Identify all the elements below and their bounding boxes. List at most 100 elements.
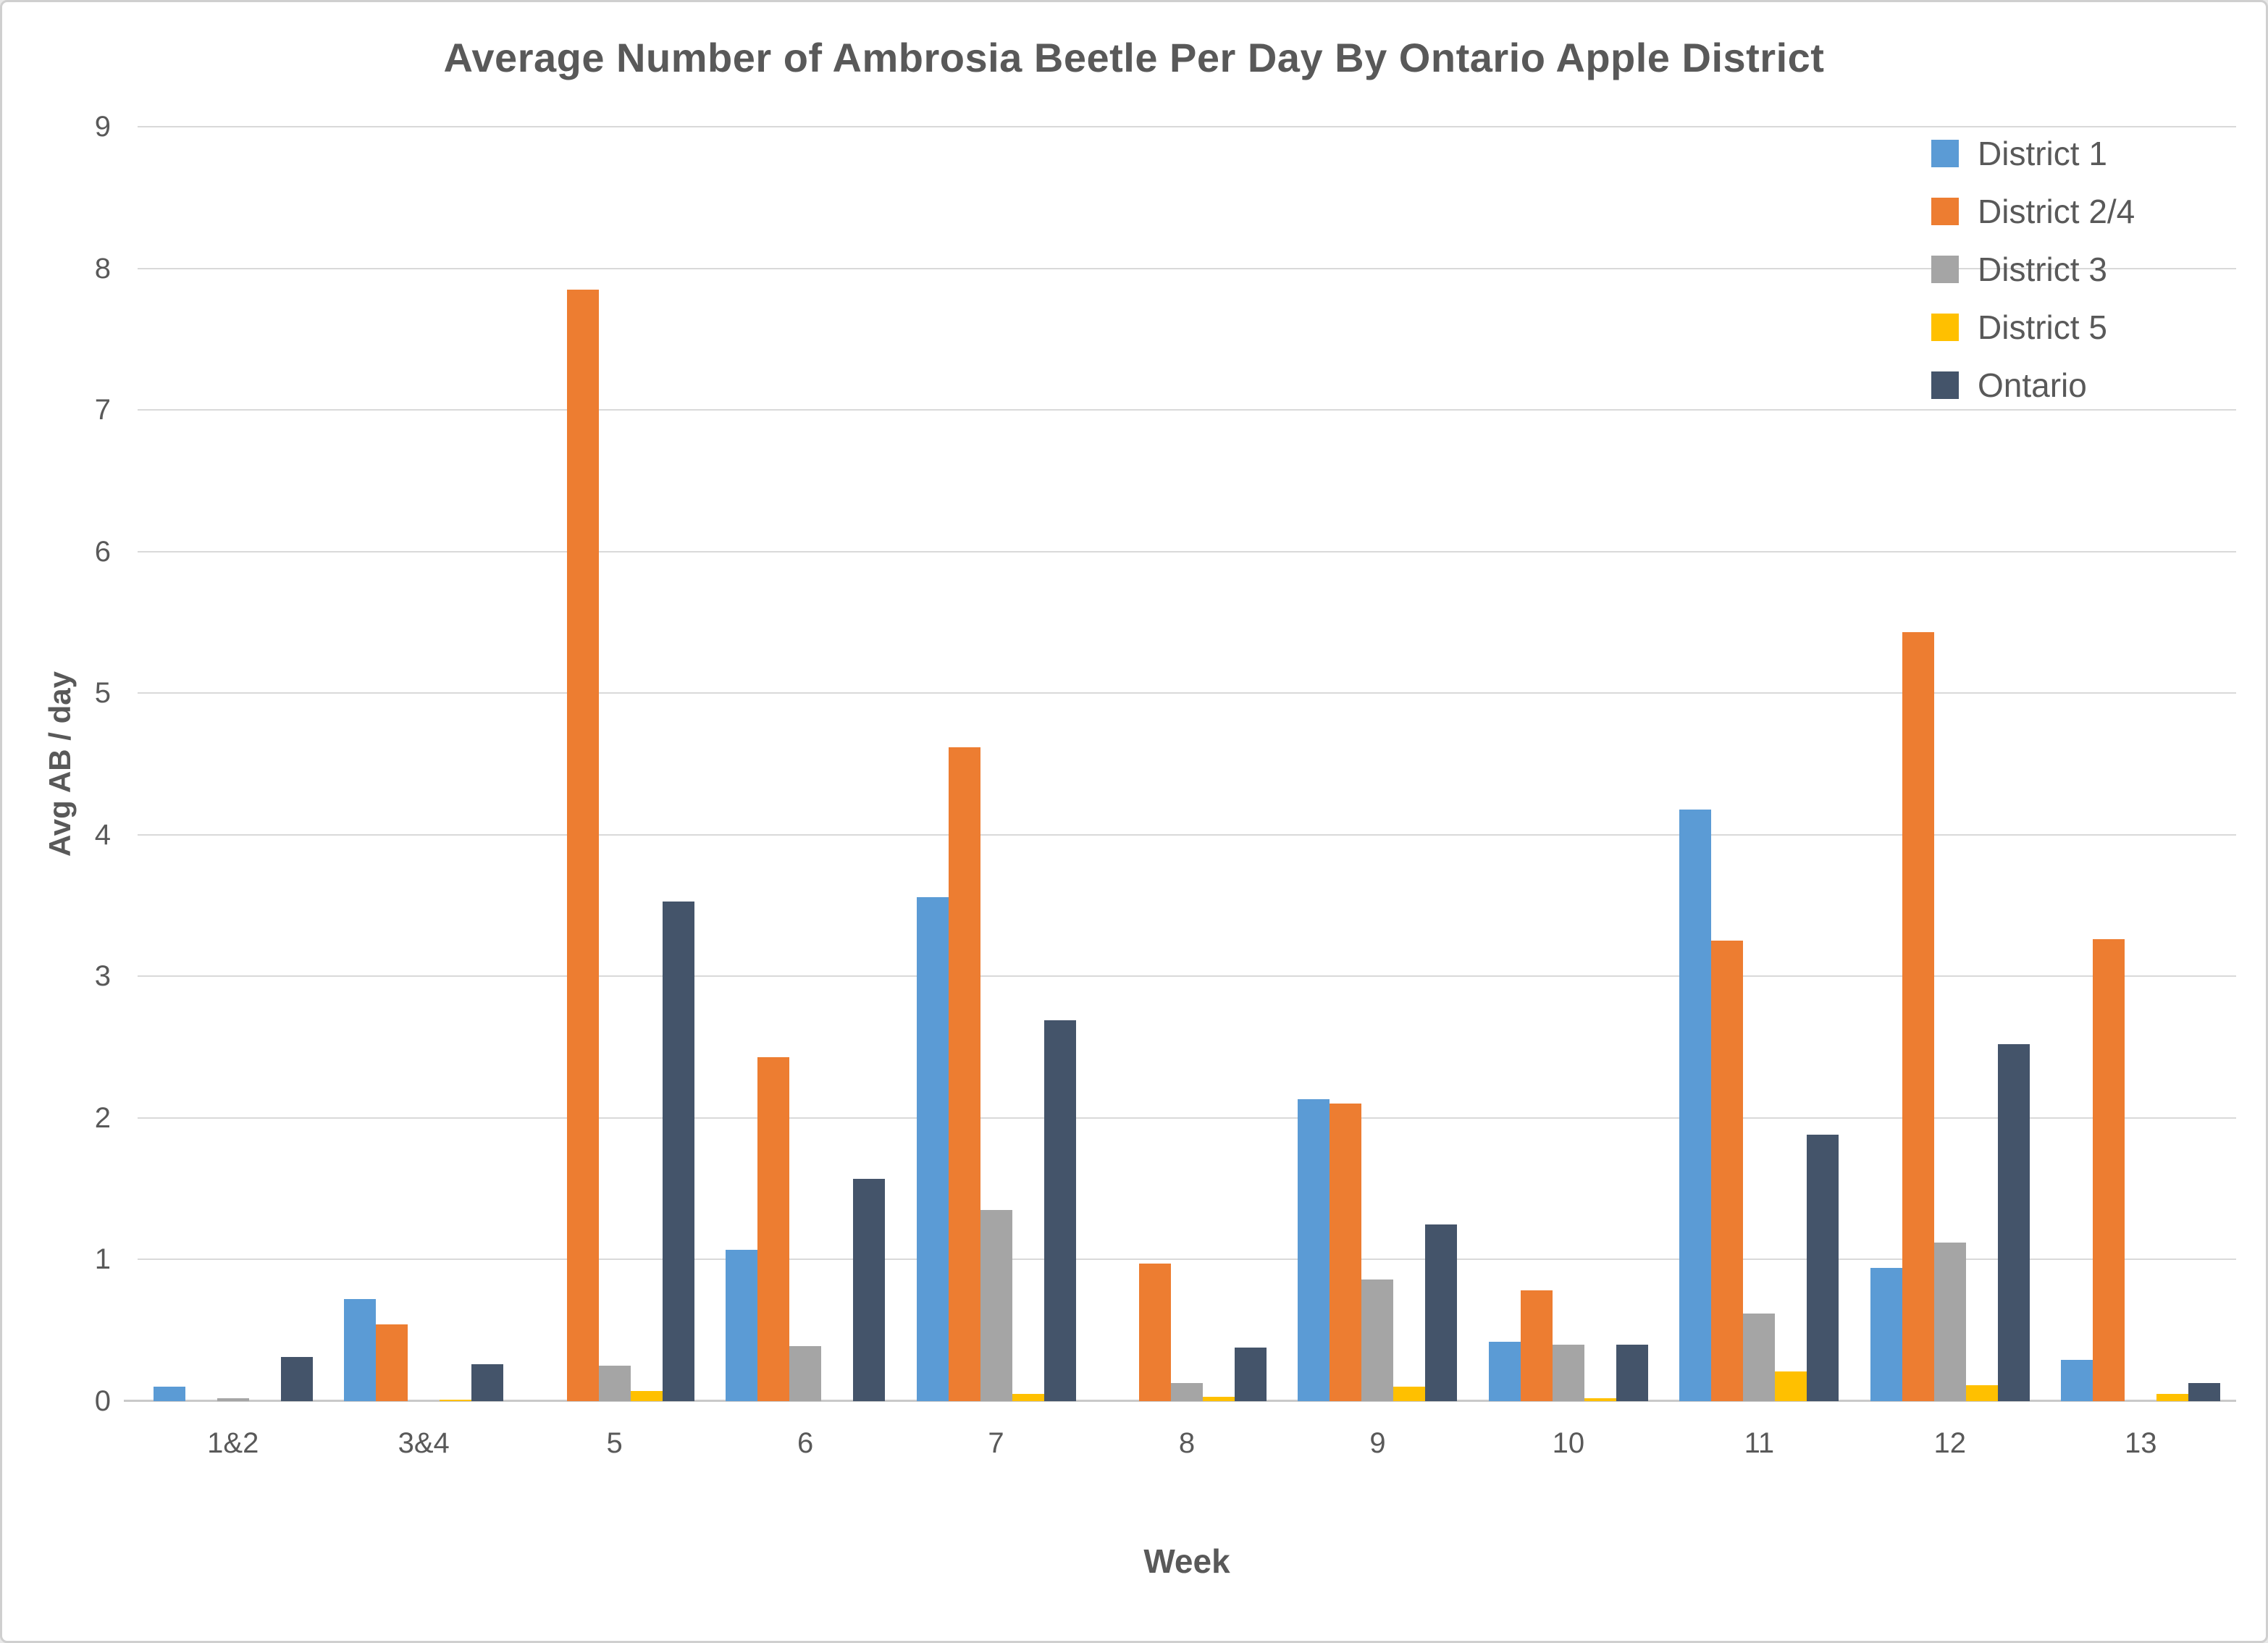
legend-item-district-1: District 1 <box>1931 135 2135 172</box>
bar-ontario-week-6 <box>853 1179 886 1401</box>
legend-swatch-district-2-4 <box>1931 198 1959 225</box>
gridline-8 <box>138 267 2236 269</box>
legend-item-ontario: Ontario <box>1931 366 2135 404</box>
x-tick-label-10: 10 <box>1552 1427 1585 1459</box>
bar-ontario-week-12 <box>1997 1044 2030 1401</box>
bar-district-2-4-week-9 <box>1330 1104 1362 1401</box>
y-tick-label-3: 3 <box>94 960 111 993</box>
x-tick-label-7: 7 <box>988 1427 1004 1459</box>
bar-group-week-8 <box>1091 127 1282 1401</box>
bar-district-1-week-1and2 <box>153 1387 185 1401</box>
y-tick-label-0: 0 <box>94 1385 111 1417</box>
bar-district-5-week-5 <box>630 1391 663 1401</box>
bar-district-2-4-week-13 <box>2093 939 2125 1401</box>
bar-district-1-week-7 <box>916 897 949 1401</box>
bar-group-week-3and4 <box>328 127 518 1401</box>
x-tick-label-6: 6 <box>797 1427 814 1459</box>
x-axis-title: Week <box>1143 1542 1230 1580</box>
gridline-1 <box>138 1258 2236 1261</box>
bar-district-2-4-week-12 <box>1902 632 1934 1401</box>
gridline-5 <box>138 692 2236 694</box>
bar-ontario-week-11 <box>1807 1135 1839 1401</box>
legend-item-district-5: District 5 <box>1931 308 2135 346</box>
bar-group-week-7 <box>901 127 1091 1401</box>
bar-district-3-week-8 <box>1170 1383 1203 1401</box>
y-tick-label-2: 2 <box>94 1101 111 1134</box>
chart-title: Average Number of Ambrosia Beetle Per Da… <box>443 35 1825 80</box>
bar-district-1-week-12 <box>1870 1268 1902 1401</box>
bar-district-2-4-week-7 <box>948 747 980 1401</box>
x-tick-label-5: 5 <box>606 1427 623 1459</box>
legend-swatch-district-5 <box>1931 314 1959 341</box>
y-tick-label-1: 1 <box>94 1243 111 1276</box>
plot-area <box>124 126 2236 1402</box>
gridline-3 <box>138 975 2236 978</box>
bar-district-5-week-12 <box>1965 1385 1998 1401</box>
bar-district-1-week-9 <box>1298 1099 1330 1401</box>
gridline-7 <box>138 409 2236 411</box>
bar-ontario-week-1and2 <box>280 1357 313 1401</box>
legend-label-district-3: District 3 <box>1978 251 2107 288</box>
bar-district-3-week-12 <box>1933 1243 1966 1401</box>
legend-item-district-2-4: District 2/4 <box>1931 193 2135 230</box>
bar-group-week-13 <box>2046 127 2236 1401</box>
bar-district-2-4-week-6 <box>757 1057 790 1401</box>
bar-group-week-12 <box>1855 127 2045 1401</box>
bar-district-3-week-10 <box>1552 1345 1584 1401</box>
bar-ontario-week-5 <box>662 902 694 1401</box>
y-tick-label-6: 6 <box>94 535 111 568</box>
bar-group-week-11 <box>1664 127 1855 1401</box>
legend-label-district-1: District 1 <box>1978 135 2107 172</box>
bar-district-2-4-week-8 <box>1138 1264 1171 1401</box>
bar-district-1-week-6 <box>726 1250 758 1401</box>
bar-district-3-week-7 <box>980 1210 1012 1401</box>
bar-group-week-10 <box>1473 127 1663 1401</box>
gridline-4 <box>138 833 2236 836</box>
bar-district-2-4-week-5 <box>566 290 599 1401</box>
x-tick-label-12: 12 <box>1933 1427 1967 1459</box>
bar-district-3-week-9 <box>1361 1279 1394 1401</box>
bar-group-week-6 <box>710 127 900 1401</box>
bar-district-1-week-11 <box>1679 810 1712 1401</box>
x-tick-label-1and2: 1&2 <box>207 1427 259 1459</box>
bar-district-1-week-10 <box>1488 1342 1521 1401</box>
bar-district-2-4-week-10 <box>1520 1290 1553 1401</box>
bar-district-1-week-13 <box>2061 1360 2093 1401</box>
x-tick-label-9: 9 <box>1369 1427 1386 1459</box>
bar-ontario-week-7 <box>1043 1020 1076 1401</box>
x-tick-label-8: 8 <box>1178 1427 1196 1459</box>
legend-label-district-5: District 5 <box>1978 308 2107 346</box>
legend-label-district-2-4: District 2/4 <box>1978 193 2135 230</box>
gridline-6 <box>138 550 2236 552</box>
bar-ontario-week-8 <box>1234 1348 1267 1401</box>
y-tick-label-4: 4 <box>94 818 111 851</box>
bar-group-week-9 <box>1282 127 1473 1401</box>
bar-district-5-week-3and4 <box>440 1400 472 1401</box>
bar-group-week-5 <box>519 127 710 1401</box>
bar-district-3-week-5 <box>598 1366 631 1401</box>
x-tick-label-13: 13 <box>2125 1427 2157 1459</box>
bar-district-3-week-11 <box>1743 1314 1776 1401</box>
legend-swatch-district-3 <box>1931 256 1959 283</box>
bar-district-3-week-6 <box>789 1346 822 1401</box>
bar-group-week-1and2 <box>138 127 328 1401</box>
bar-ontario-week-10 <box>1616 1345 1648 1401</box>
bar-district-1-week-3and4 <box>344 1299 377 1401</box>
bar-district-5-week-9 <box>1393 1387 1426 1401</box>
bar-district-2-4-week-3and4 <box>376 1324 408 1401</box>
bar-district-5-week-10 <box>1584 1398 1616 1401</box>
y-tick-label-9: 9 <box>94 111 111 143</box>
bar-district-5-week-13 <box>2156 1394 2189 1401</box>
bar-ontario-week-13 <box>2188 1383 2221 1401</box>
gridline-9 <box>138 126 2236 127</box>
bar-district-3-week-1and2 <box>217 1398 249 1401</box>
legend-swatch-ontario <box>1931 371 1959 399</box>
bar-district-2-4-week-11 <box>1711 941 1744 1401</box>
bar-ontario-week-3and4 <box>471 1364 504 1401</box>
legend-item-district-3: District 3 <box>1931 251 2135 288</box>
legend-label-ontario: Ontario <box>1978 366 2087 404</box>
x-tick-label-3and4: 3&4 <box>398 1427 450 1459</box>
bar-district-5-week-7 <box>1012 1394 1044 1401</box>
y-tick-label-5: 5 <box>94 677 111 710</box>
